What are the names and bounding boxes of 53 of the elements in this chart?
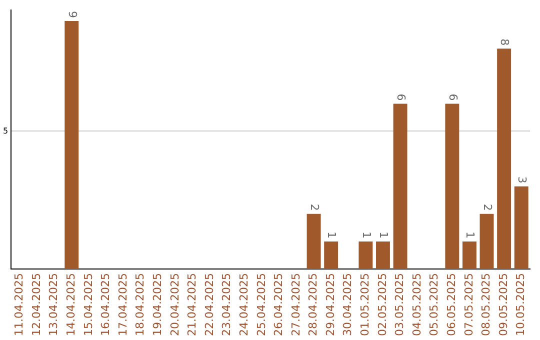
x-tick-label: 07.05.2025	[462, 273, 476, 336]
x-tick-label: 05.05.2025	[428, 273, 441, 336]
x-tick-label: 19.04.2025	[150, 273, 164, 336]
data-label: 2	[308, 204, 321, 211]
data-label: 8	[498, 38, 512, 46]
x-tick-label: 13.04.2025	[47, 273, 60, 336]
bar	[64, 21, 79, 270]
bar	[514, 186, 528, 270]
x-tick-label: 20.04.2025	[168, 273, 182, 336]
y-tick-label: 5	[2, 126, 8, 136]
x-tick-label: 10.05.2025	[514, 273, 528, 336]
data-label: 1	[360, 231, 373, 238]
x-tick-label: 14.04.2025	[64, 273, 78, 336]
x-tick-label: 28.04.2025	[306, 273, 320, 336]
data-label: 1	[377, 231, 390, 238]
x-tick-label: 09.05.2025	[496, 273, 510, 336]
bar	[393, 104, 408, 270]
x-tick-label: 08.05.2025	[480, 273, 493, 336]
x-tick-label: 27.04.2025	[289, 273, 302, 336]
data-label: 3	[515, 176, 528, 184]
bar	[462, 241, 476, 270]
x-tick-label: 02.05.2025	[376, 273, 389, 336]
x-tick-label: 06.05.2025	[445, 273, 458, 336]
bar	[324, 241, 338, 270]
data-label: 9	[66, 11, 79, 18]
bar	[445, 104, 460, 270]
x-tick-label: 25.04.2025	[254, 273, 268, 336]
x-tick-label: 11.04.2025	[12, 273, 26, 336]
x-tick-label: 24.04.2025	[237, 273, 250, 336]
bar	[497, 48, 512, 270]
x-tick-label: 18.04.2025	[134, 273, 147, 336]
x-tick-label: 12.04.2025	[30, 273, 43, 336]
x-tick-label: 01.05.2025	[358, 273, 372, 336]
bar	[480, 214, 494, 270]
x-tick-label: 17.04.2025	[116, 273, 130, 336]
x-tick-label: 29.04.2025	[324, 273, 337, 336]
bar	[306, 214, 321, 270]
x-tick-label: 15.04.2025	[82, 273, 95, 336]
x-tick-label: 26.04.2025	[272, 273, 286, 336]
x-tick-label: 21.04.2025	[186, 273, 199, 336]
data-label: 1	[325, 231, 338, 238]
x-tick-label: 03.05.2025	[393, 273, 406, 336]
x-tick-label: 04.05.2025	[410, 273, 424, 336]
x-tick-label: 22.04.2025	[202, 273, 216, 336]
data-label: 1	[464, 231, 477, 238]
x-tick-label: 30.04.2025	[341, 273, 354, 336]
x-tick-label: 16.04.2025	[99, 273, 112, 336]
bar	[358, 241, 373, 270]
data-label: 6	[394, 94, 408, 101]
data-label: 6	[446, 94, 460, 101]
x-tick-label: 23.04.2025	[220, 273, 234, 336]
data-label: 2	[480, 204, 494, 211]
bar	[376, 241, 390, 270]
